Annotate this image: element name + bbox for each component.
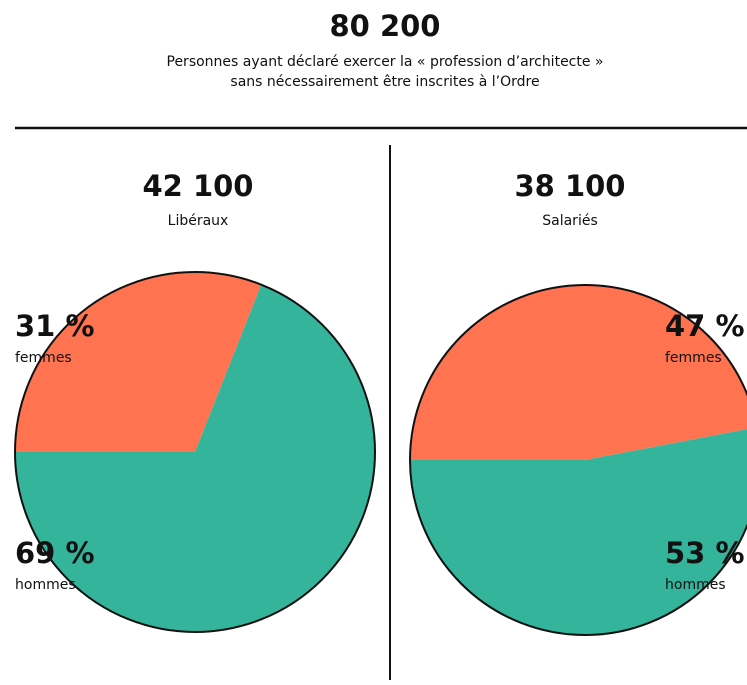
pie-slice xyxy=(15,284,376,632)
value-label: 69 % xyxy=(15,536,95,570)
pie-subtitle: Libéraux xyxy=(168,213,229,229)
value-label: 31 % xyxy=(15,309,95,343)
pie-slice xyxy=(410,285,747,460)
subtitle: Personnes ayant déclaré exercer la « pro… xyxy=(167,54,604,70)
pie-slice xyxy=(410,429,747,636)
pie-title: 42 100 xyxy=(143,169,254,203)
pie-subtitle: Salariés xyxy=(542,213,598,229)
category-label: femmes xyxy=(665,350,722,366)
subtitle: sans nécessairement être inscrites à l’O… xyxy=(230,74,539,90)
pie-title: 38 100 xyxy=(515,169,626,203)
pie-outline xyxy=(14,271,376,633)
value-label: 47 % xyxy=(665,309,745,343)
pie-outline xyxy=(409,284,747,636)
value-label: 53 % xyxy=(665,536,745,570)
category-label: femmes xyxy=(15,350,72,366)
total: 80 200 xyxy=(330,9,441,43)
category-label: hommes xyxy=(665,577,726,593)
category-label: hommes xyxy=(15,577,76,593)
